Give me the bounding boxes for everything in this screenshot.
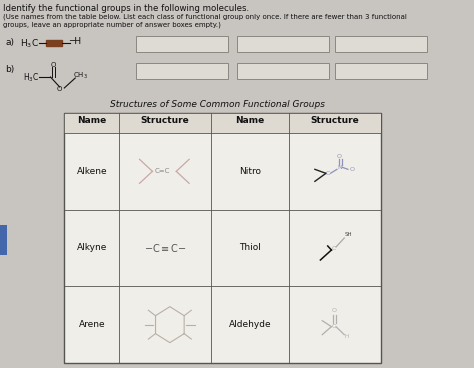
Bar	[46, 40, 63, 46]
Text: groups, leave an appropriate number of answer boxes empty.): groups, leave an appropriate number of a…	[3, 21, 220, 28]
Text: CH$_3$: CH$_3$	[73, 71, 88, 81]
Text: b): b)	[6, 65, 15, 74]
Text: Name: Name	[236, 116, 265, 125]
Bar	[335, 36, 427, 52]
Text: N: N	[337, 165, 342, 170]
Bar	[237, 63, 328, 79]
Text: C: C	[331, 247, 336, 251]
Bar	[136, 63, 228, 79]
Text: Structures of Some Common Functional Groups: Structures of Some Common Functional Gro…	[110, 100, 325, 109]
Text: Alkene: Alkene	[76, 167, 107, 176]
Text: a): a)	[6, 38, 15, 47]
Text: (Use names from the table below. List each class of functional group only once. : (Use names from the table below. List ea…	[3, 13, 407, 20]
Bar	[64, 113, 381, 363]
Text: Aldehyde: Aldehyde	[229, 320, 272, 329]
Text: O: O	[51, 62, 56, 68]
Text: O: O	[331, 308, 337, 313]
Bar	[64, 113, 381, 133]
Text: Identify the functional groups in the following molecules.: Identify the functional groups in the fo…	[3, 4, 249, 13]
Text: O: O	[350, 167, 355, 172]
Bar	[0, 225, 7, 255]
Text: O: O	[57, 86, 62, 92]
Text: Name: Name	[77, 116, 107, 125]
Text: SH: SH	[344, 231, 352, 237]
Text: C=C: C=C	[154, 168, 170, 174]
Text: Structure: Structure	[311, 116, 359, 125]
Text: Nitro: Nitro	[239, 167, 261, 176]
Text: H: H	[344, 334, 348, 339]
Text: H$_3$C: H$_3$C	[23, 72, 39, 85]
Bar	[335, 63, 427, 79]
Text: Alkyne: Alkyne	[77, 244, 107, 252]
Bar	[136, 36, 228, 52]
Text: $-$C$\equiv$C$-$: $-$C$\equiv$C$-$	[144, 242, 187, 254]
Text: Arene: Arene	[79, 320, 105, 329]
Text: O: O	[337, 154, 342, 159]
Bar	[237, 36, 328, 52]
Text: Structure: Structure	[141, 116, 190, 125]
Text: Thiol: Thiol	[239, 244, 261, 252]
Text: H$_3$C: H$_3$C	[20, 37, 39, 50]
Text: C: C	[331, 324, 336, 329]
Text: ─H: ─H	[69, 37, 81, 46]
Text: C: C	[326, 171, 330, 176]
